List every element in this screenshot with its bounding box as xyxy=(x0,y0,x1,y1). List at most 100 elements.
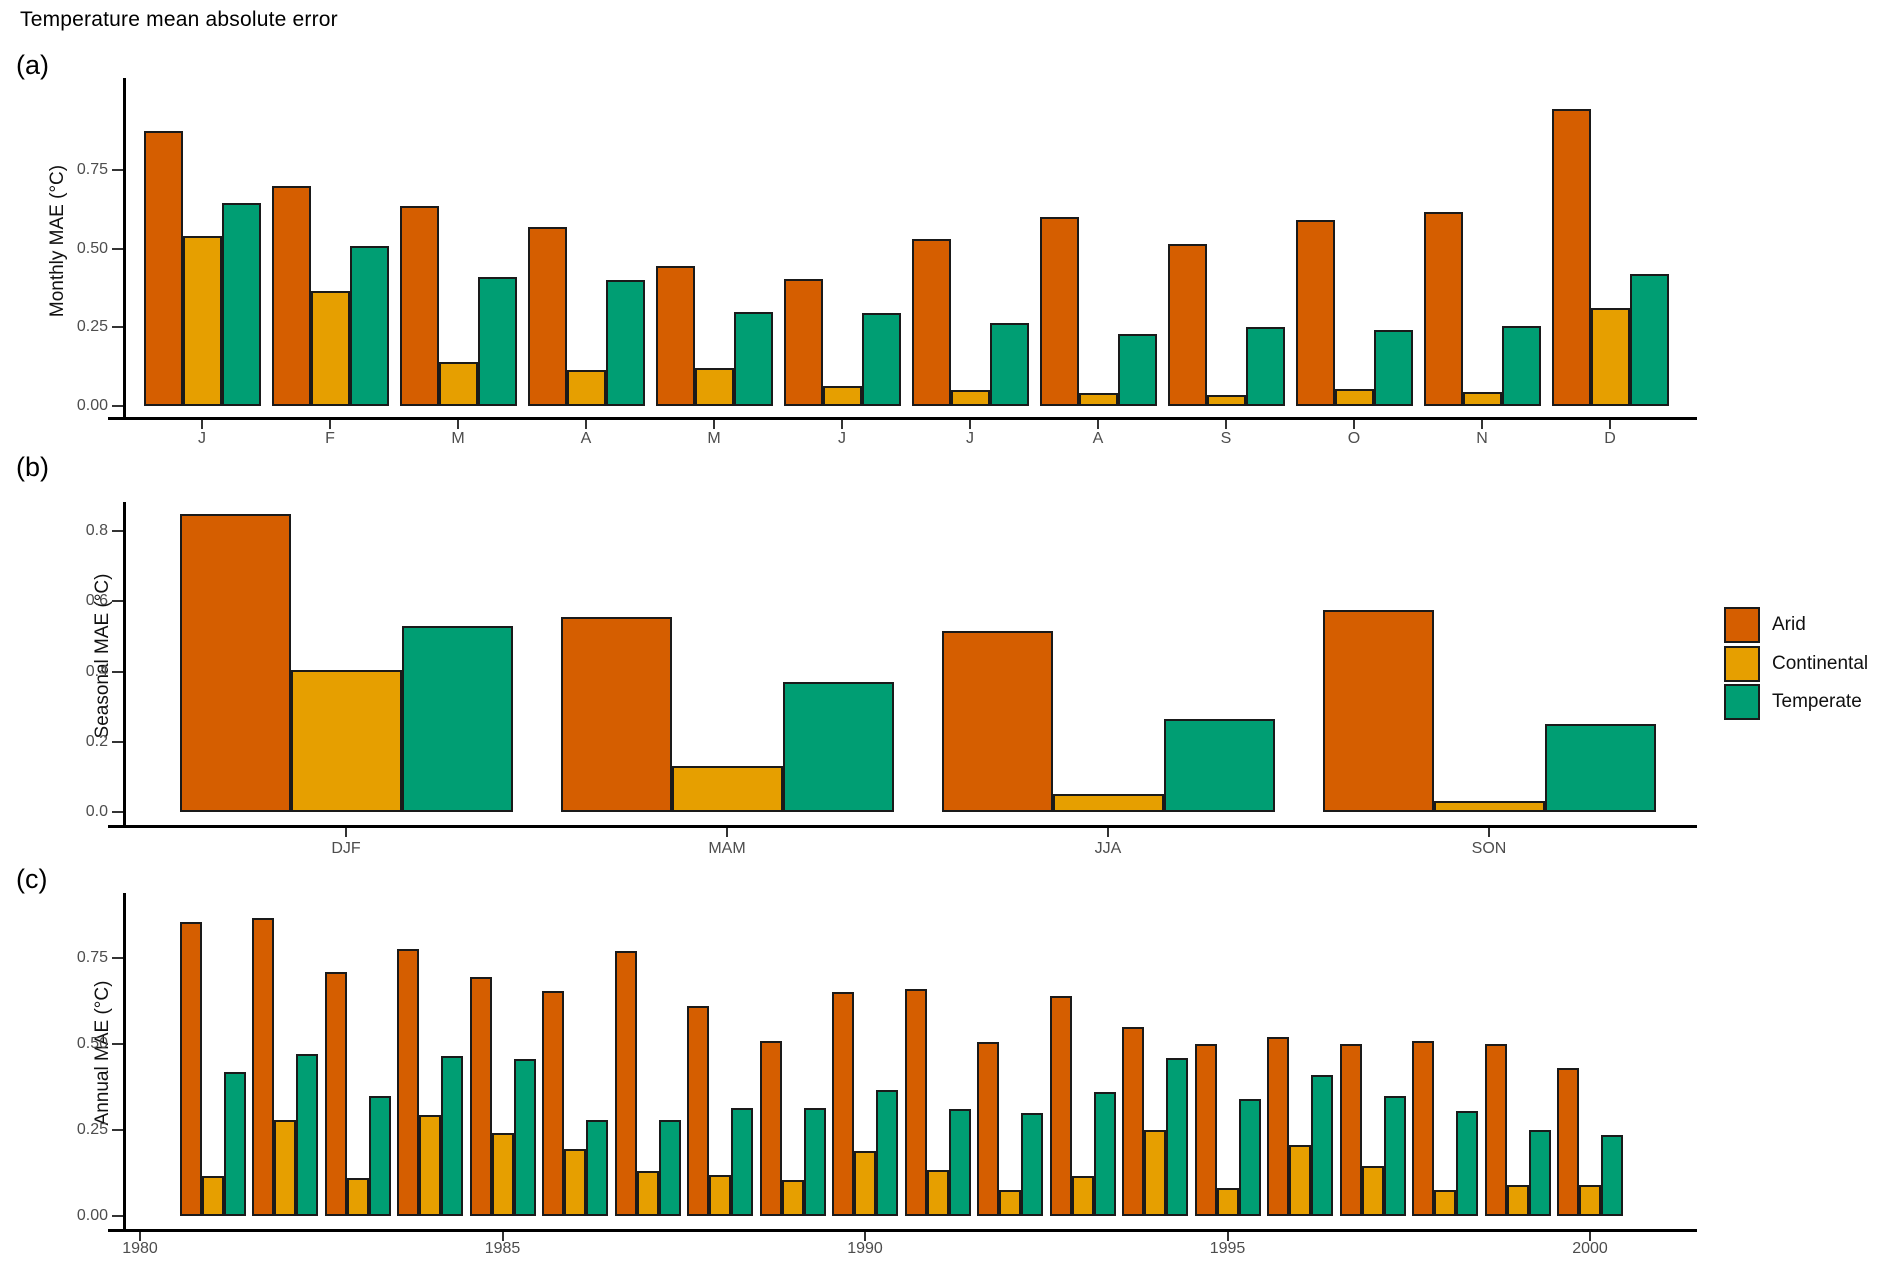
y-tick-label-b: 0.2 xyxy=(85,732,108,750)
x-axis-line-a xyxy=(108,417,1697,420)
x-tick-a xyxy=(1225,420,1227,429)
bar-temperate-MAM xyxy=(782,682,894,812)
y-tick-a xyxy=(112,326,123,329)
bar-arid-M xyxy=(399,206,439,406)
y-tick-b xyxy=(112,530,123,533)
bar-arid-1989 xyxy=(759,1040,782,1216)
bar-arid-JJA xyxy=(941,631,1053,812)
y-axis-title-b: Seasonal MAE (°C) xyxy=(92,573,113,739)
bar-arid-J xyxy=(143,130,183,406)
y-tick-a xyxy=(112,247,123,250)
bar-continental-A xyxy=(566,369,606,406)
x-tick-label-a: A xyxy=(580,430,592,447)
y-tick-label-a: 0.00 xyxy=(76,397,108,414)
bar-continental-M xyxy=(438,361,478,406)
bar-temperate-J xyxy=(221,203,261,406)
bar-temperate-1987 xyxy=(658,1119,681,1216)
x-tick-label-a: J xyxy=(198,430,206,447)
x-tick-b xyxy=(1488,828,1490,837)
bar-arid-1998 xyxy=(1412,1040,1434,1216)
y-tick-label-a: 0.50 xyxy=(76,239,108,257)
bar-continental-S xyxy=(1206,394,1246,406)
y-tick-b xyxy=(112,600,123,603)
x-tick-a xyxy=(329,420,331,429)
bar-arid-1993 xyxy=(1049,995,1072,1216)
x-tick-a xyxy=(841,420,843,429)
y-tick-label-b: 0.4 xyxy=(85,662,108,680)
bar-temperate-S xyxy=(1245,327,1285,406)
x-tick-label-c: 1995 xyxy=(1209,1240,1246,1257)
bar-arid-M xyxy=(655,265,695,406)
x-tick-label-c: 1980 xyxy=(122,1240,158,1257)
bar-temperate-1982 xyxy=(296,1054,318,1216)
bar-temperate-1996 xyxy=(1311,1074,1333,1216)
y-tick-label-b: 0.8 xyxy=(85,522,108,540)
y-tick-c xyxy=(112,1043,123,1045)
x-tick-b xyxy=(726,828,728,837)
x-tick-a xyxy=(1097,420,1099,429)
bar-continental-1986 xyxy=(564,1148,586,1216)
panel-label-c: (c) xyxy=(16,864,48,894)
y-tick-label-c: 0.50 xyxy=(76,1035,108,1052)
bar-arid-A xyxy=(1039,217,1079,406)
bar-temperate-1999 xyxy=(1528,1130,1551,1216)
bar-arid-1981 xyxy=(179,921,202,1216)
bar-continental-1993 xyxy=(1071,1176,1094,1216)
bar-temperate-A xyxy=(1117,333,1157,406)
x-tick-label-a: J xyxy=(966,430,974,447)
y-tick-c xyxy=(112,1129,123,1131)
bar-temperate-J xyxy=(861,313,901,406)
bar-continental-1998 xyxy=(1434,1190,1456,1216)
y-tick-label-b: 0.6 xyxy=(85,592,108,610)
bar-continental-1984 xyxy=(419,1114,441,1216)
bar-temperate-1998 xyxy=(1456,1111,1478,1216)
y-tick-label-c: 0.00 xyxy=(76,1207,108,1224)
bar-continental-1992 xyxy=(999,1190,1021,1216)
bar-arid-1987 xyxy=(614,951,637,1216)
y-tick-b xyxy=(112,811,123,813)
x-tick-label-a: O xyxy=(1347,430,1361,447)
bar-temperate-1983 xyxy=(368,1095,391,1216)
bar-temperate-1986 xyxy=(586,1119,608,1216)
bar-continental-1981 xyxy=(201,1176,224,1216)
bar-arid-SON xyxy=(1322,610,1434,812)
bar-arid-1990 xyxy=(832,992,854,1216)
x-tick-label-a: A xyxy=(1092,430,1104,447)
bar-arid-D xyxy=(1551,108,1591,406)
bar-continental-1990 xyxy=(854,1150,876,1216)
y-axis-line-b xyxy=(123,502,126,825)
legend-swatch-temperate xyxy=(1724,684,1760,720)
x-tick-a xyxy=(1481,420,1483,429)
bar-temperate-1992 xyxy=(1021,1112,1043,1216)
bar-temperate-M xyxy=(733,311,773,406)
x-tick-label-b: MAM xyxy=(708,840,746,857)
bar-continental-1995 xyxy=(1216,1188,1239,1216)
bar-continental-MAM xyxy=(671,766,783,812)
x-tick-label-a: D xyxy=(1604,430,1616,447)
bar-temperate-2000 xyxy=(1601,1135,1623,1216)
y-tick-label-c: 0.75 xyxy=(76,949,108,966)
bar-arid-1997 xyxy=(1339,1044,1362,1216)
bar-continental-1996 xyxy=(1289,1145,1311,1216)
panel-label-b: (b) xyxy=(16,452,49,482)
bar-continental-1983 xyxy=(346,1178,369,1216)
bar-continental-M xyxy=(694,368,734,406)
bar-arid-1999 xyxy=(1484,1044,1507,1216)
bar-temperate-1991 xyxy=(948,1109,971,1216)
bar-continental-J xyxy=(950,390,990,406)
x-axis-line-b xyxy=(108,825,1697,828)
y-axis-line-c xyxy=(123,893,126,1229)
bar-continental-DJF xyxy=(290,669,402,812)
bar-temperate-O xyxy=(1373,330,1413,406)
bar-arid-O xyxy=(1295,220,1335,406)
bar-temperate-1988 xyxy=(731,1107,753,1216)
bar-arid-J xyxy=(911,239,951,406)
bar-arid-1994 xyxy=(1122,1026,1144,1216)
bar-temperate-1989 xyxy=(803,1107,826,1216)
bar-temperate-JJA xyxy=(1163,718,1275,812)
x-tick-label-a: J xyxy=(838,430,846,447)
bar-arid-1985 xyxy=(469,976,492,1216)
bar-continental-2000 xyxy=(1579,1185,1601,1216)
x-tick-a xyxy=(585,420,587,429)
x-tick-a xyxy=(457,420,459,429)
